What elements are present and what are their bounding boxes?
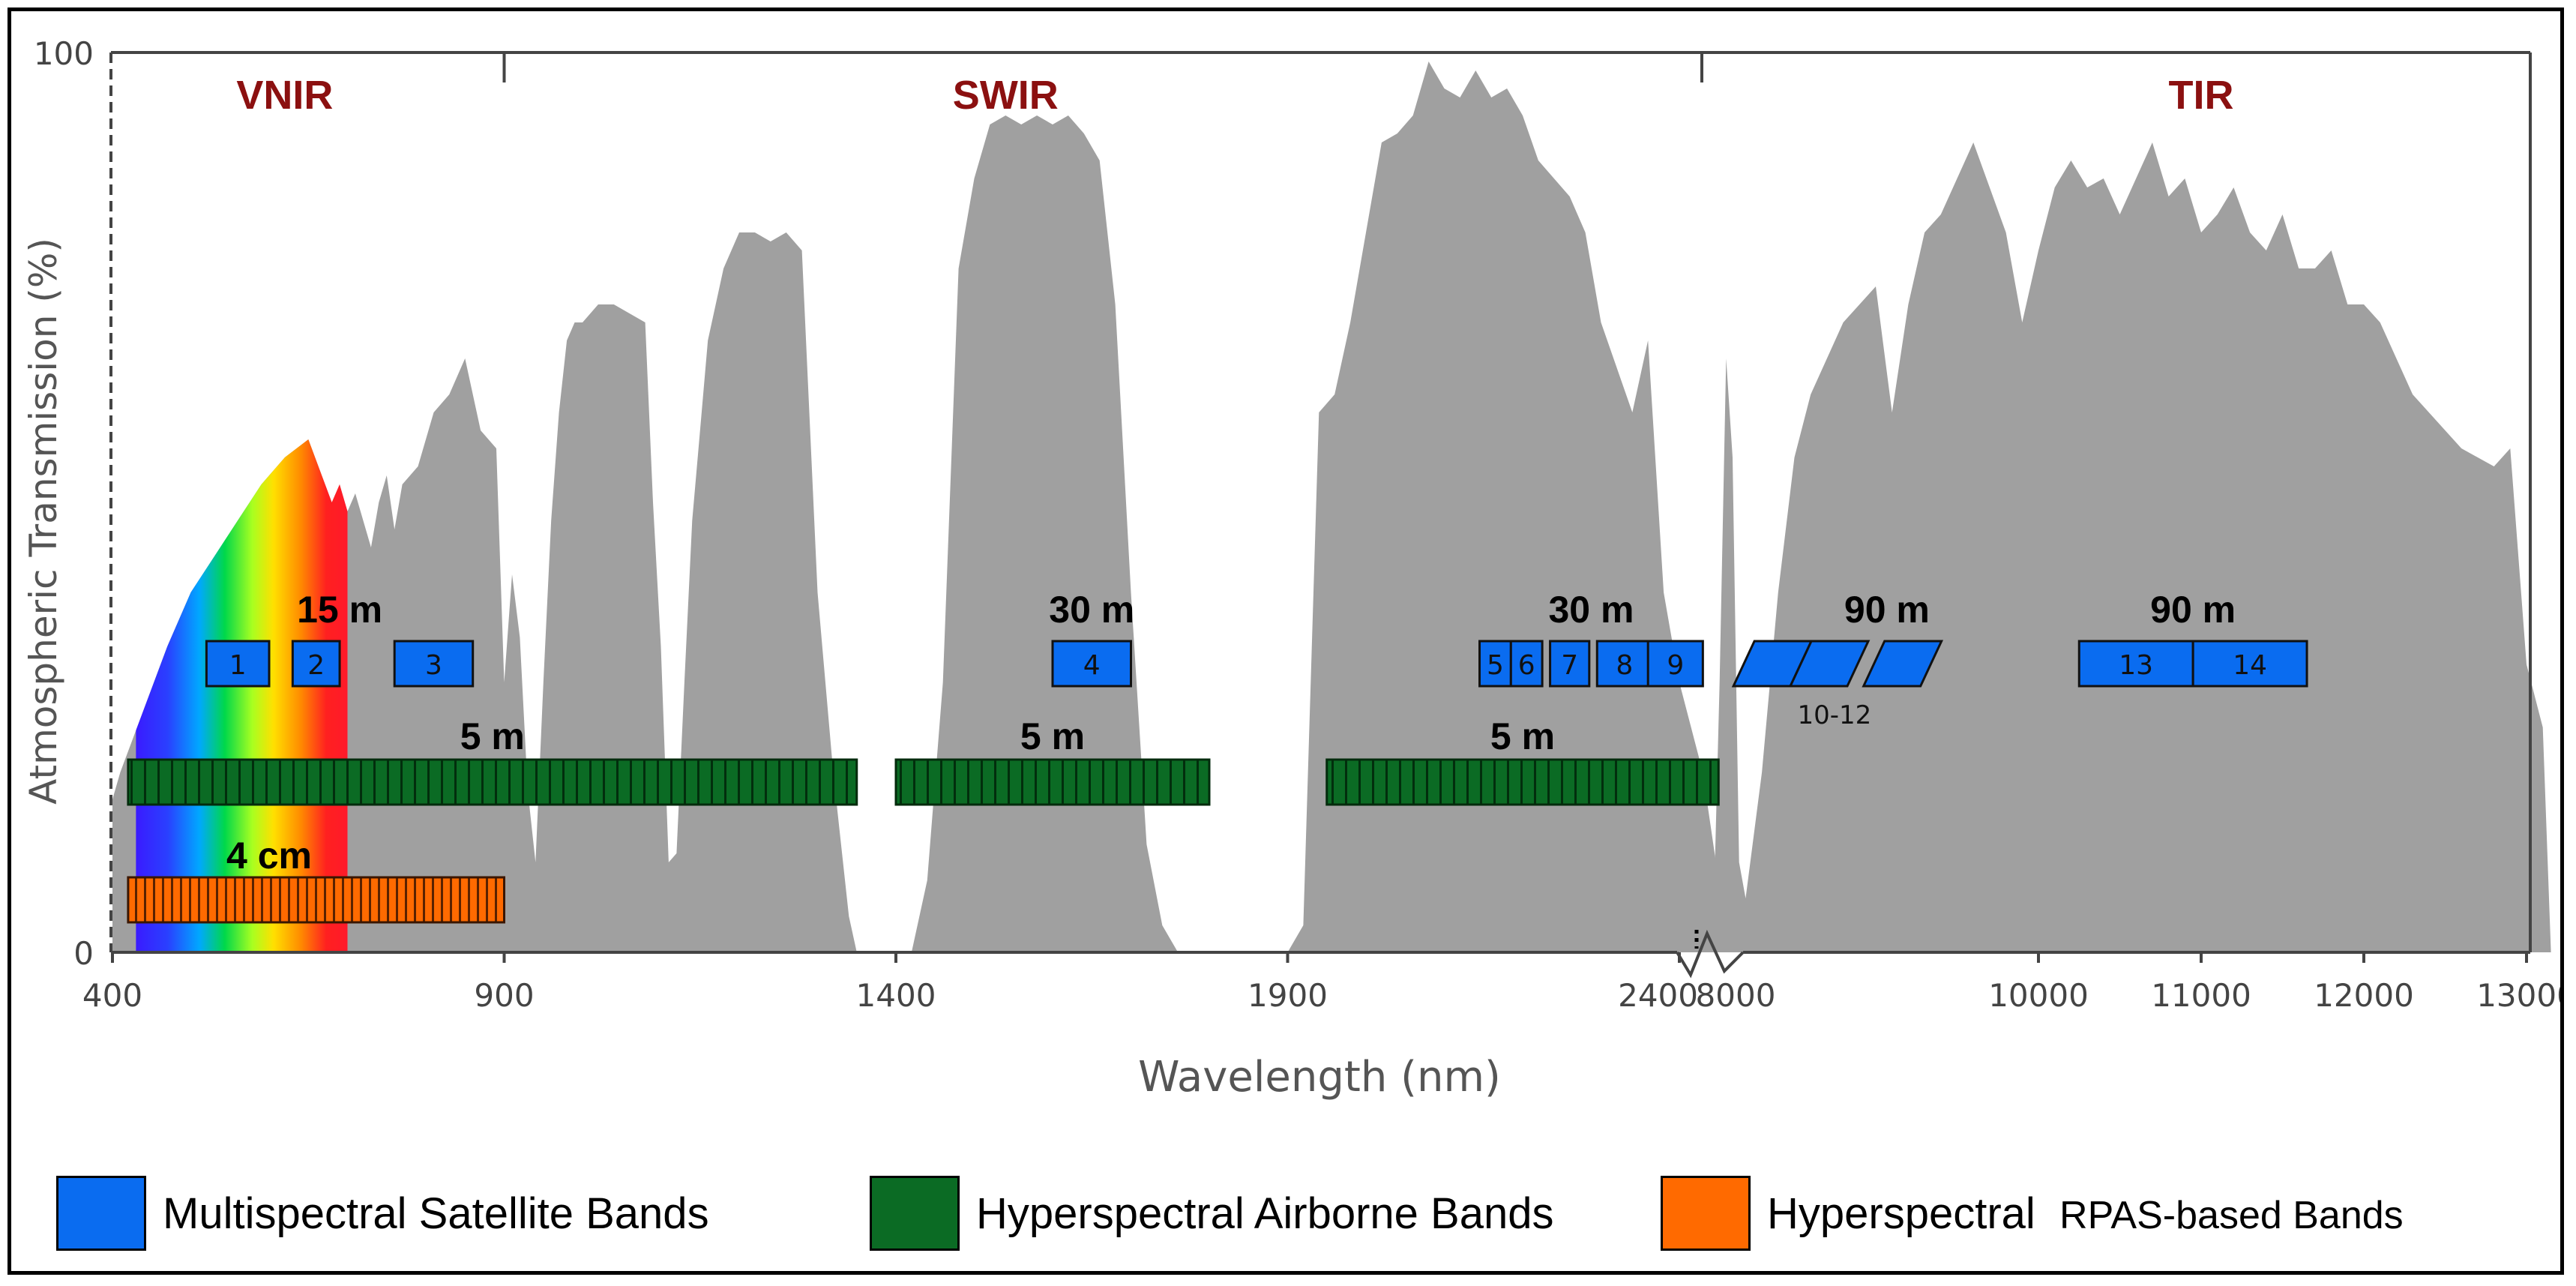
region-label-tir: TIR xyxy=(2169,73,2234,118)
multispectral-band-4 xyxy=(1051,640,1132,688)
x-tick-label: 13000 xyxy=(2476,977,2560,1014)
visible-spectrum-fill xyxy=(136,439,348,952)
multispectral-band-3 xyxy=(393,640,475,688)
x-axis-title: Wavelength (nm) xyxy=(1138,1053,1501,1102)
resolution-label: 5 m xyxy=(460,715,525,757)
band-number-label: 4 xyxy=(1083,650,1101,681)
band-number-label: 8 xyxy=(1616,650,1633,681)
x-tick-label: 8000 xyxy=(1696,977,1776,1014)
resolution-label: 5 m xyxy=(1490,715,1555,757)
multispectral-band-14 xyxy=(2191,640,2308,688)
band-number-label: 3 xyxy=(425,650,442,681)
x-tick-label: 11000 xyxy=(2151,977,2251,1014)
hyperspectral-airborne-band xyxy=(894,758,1211,806)
resolution-label: 90 m xyxy=(1844,589,1930,631)
legend-item-multispectral: Multispectral Satellite Bands xyxy=(56,1172,709,1255)
multispectral-band-5 xyxy=(1478,640,1512,688)
x-tick-label: 1400 xyxy=(856,977,936,1014)
band-number-label: 7 xyxy=(1561,650,1578,681)
y-tick-label: 0 xyxy=(73,935,94,972)
multispectral-band-slanted xyxy=(1862,640,1944,688)
airborne-swatch xyxy=(870,1176,960,1251)
x-tick-label: 400 xyxy=(82,977,142,1014)
resolution-label: 30 m xyxy=(1548,589,1634,631)
resolution-label: 30 m xyxy=(1049,589,1134,631)
region-label-vnir: VNIR xyxy=(236,73,333,118)
hyperspectral-rpas-band xyxy=(127,876,505,924)
figure-frame: 100 0 400 900 1400 1900 2400 8000 10000 11000 1200… xyxy=(7,7,2564,1275)
transmission-area-thermal xyxy=(1713,142,2551,952)
multispectral-band-2 xyxy=(291,640,341,688)
band-number-label: 2 xyxy=(307,650,325,681)
hyperspectral-airborne-band xyxy=(127,758,858,806)
resolution-label: 90 m xyxy=(2150,589,2236,631)
multispectral-band-7 xyxy=(1549,640,1591,688)
y-tick-label: 100 xyxy=(34,35,94,72)
x-tick-label: 10000 xyxy=(1988,977,2089,1014)
x-tick-label: 900 xyxy=(474,977,534,1014)
x-tick-label: 2400 xyxy=(1618,977,1698,1014)
hyperspectral-airborne-band xyxy=(1325,758,1720,806)
multispectral-band-8 xyxy=(1595,640,1653,688)
multispectral-band-slanted xyxy=(1788,640,1871,688)
resolution-label: 5 m xyxy=(1020,715,1085,757)
resolution-label: 15 m xyxy=(297,589,382,631)
legend-item-rpas: Hyperspectral RPAS-based Bands xyxy=(1661,1172,2404,1255)
legend-label-rpas: Hyperspectral RPAS-based Bands xyxy=(1767,1189,2404,1239)
legend-label-multispectral: Multispectral Satellite Bands xyxy=(163,1189,709,1238)
multispectral-band-1 xyxy=(205,640,271,688)
legend-label-rpas-part1: Hyperspectral xyxy=(1767,1189,2035,1238)
multispectral-band-13 xyxy=(2077,640,2194,688)
band-number-label: 14 xyxy=(2233,650,2267,681)
band-number-label: 5 xyxy=(1487,650,1504,681)
multispectral-band-9 xyxy=(1646,640,1704,688)
axis-break-icon xyxy=(1676,929,1745,979)
band-number-label: 13 xyxy=(2119,650,2153,681)
band-number-label: 6 xyxy=(1518,650,1535,681)
band-number-label: 9 xyxy=(1667,650,1684,681)
legend-label-airborne: Hyperspectral Airborne Bands xyxy=(976,1189,1554,1238)
resolution-label: 4 cm xyxy=(226,835,312,877)
x-tick-label: 1900 xyxy=(1248,977,1328,1014)
legend-label-rpas-part2: RPAS-based Bands xyxy=(2059,1193,2404,1237)
y-axis-title: Atmospheric Transmission (%) xyxy=(22,238,65,805)
x-tick-label: 12000 xyxy=(2314,977,2414,1014)
legend-item-airborne: Hyperspectral Airborne Bands xyxy=(870,1172,1554,1255)
rpas-swatch xyxy=(1661,1176,1751,1251)
multispectral-swatch xyxy=(56,1176,146,1251)
multispectral-band-6 xyxy=(1509,640,1544,688)
band-number-label: 1 xyxy=(229,650,247,681)
band-group-label: 10-12 xyxy=(1798,700,1872,730)
transmission-area-reflective xyxy=(112,61,1742,952)
region-label-swir: SWIR xyxy=(953,73,1059,118)
